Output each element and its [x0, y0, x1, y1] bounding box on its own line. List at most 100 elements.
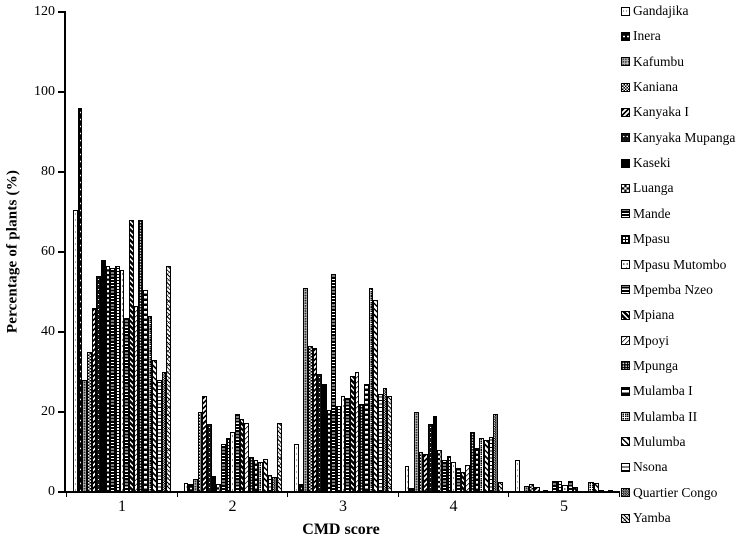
- bar: [336, 406, 341, 492]
- legend-item: Mulamba I: [621, 383, 693, 398]
- bar: [161, 372, 167, 492]
- bar: [479, 438, 484, 492]
- bar: [294, 444, 299, 492]
- bar: [308, 346, 313, 492]
- legend-swatch-sparse-marks: [621, 260, 630, 269]
- bar: [239, 418, 245, 492]
- bar: [272, 476, 277, 492]
- x-tick-label: 1: [118, 498, 126, 515]
- x-tick-mark: [618, 492, 620, 497]
- bar: [523, 486, 529, 492]
- bar: [488, 436, 494, 492]
- bar: [441, 460, 447, 492]
- legend-item: Kanyaka I: [621, 104, 689, 119]
- bar: [567, 480, 573, 492]
- bar: [378, 394, 383, 492]
- x-tick-mark: [287, 492, 289, 497]
- bar: [206, 424, 212, 492]
- legend-label: Yamba: [633, 510, 671, 525]
- x-tick-mark: [508, 492, 510, 497]
- bar: [387, 396, 393, 492]
- bar: [216, 484, 221, 492]
- bar: [593, 483, 599, 492]
- y-tick-label: 20: [41, 404, 55, 419]
- bar: [152, 360, 158, 492]
- bar: [607, 490, 613, 492]
- bar: [542, 490, 549, 492]
- legend-swatch-white-speckle: [621, 6, 630, 16]
- bar-group-cmd-3: [294, 274, 393, 492]
- bar: [82, 380, 88, 492]
- legend-item: Gandajika: [621, 3, 689, 18]
- legend-item: Kanyaka Mupanga: [621, 129, 736, 145]
- bar: [225, 438, 231, 492]
- legend-swatch-black-speckle: [621, 31, 630, 41]
- bar: [528, 484, 535, 492]
- bar: [364, 384, 369, 492]
- legend-swatch-diag-dashes: [621, 437, 630, 447]
- bar: [91, 308, 97, 492]
- bar: [404, 466, 410, 492]
- legend-label: Gandajika: [633, 3, 689, 18]
- bar: [469, 432, 475, 492]
- bar: [368, 288, 374, 492]
- bar: [562, 485, 568, 492]
- legend-item: Inera: [621, 28, 661, 44]
- y-tick-mark: [58, 91, 64, 93]
- bar: [77, 108, 83, 492]
- bar: [534, 487, 540, 492]
- y-tick-label: 80: [41, 164, 55, 179]
- bar: [73, 210, 78, 492]
- x-axis-title: CMD score: [302, 521, 380, 538]
- y-tick-label: 0: [48, 484, 55, 499]
- x-tick-mark: [176, 492, 178, 497]
- bar: [497, 482, 503, 492]
- bar: [423, 454, 428, 492]
- legend-label: Quartier Congo: [633, 484, 718, 500]
- bar: [382, 388, 388, 492]
- legend-label: Mulamba II: [633, 408, 698, 424]
- legend-swatch-half-stripes: [621, 386, 630, 396]
- x-tick-mark: [66, 492, 68, 497]
- x-tick-label: 3: [339, 498, 347, 515]
- bar: [253, 460, 259, 492]
- bar: [317, 374, 323, 492]
- y-tick-mark: [58, 171, 64, 173]
- bar: [340, 396, 346, 492]
- bar: [244, 422, 249, 492]
- legend-item: Mpemba Nzeo: [621, 281, 713, 297]
- legend-item: Mulumba: [621, 434, 686, 449]
- bar: [326, 410, 332, 492]
- bar: [515, 460, 521, 492]
- bar-group-cmd-1: [73, 108, 172, 492]
- plot-area: [66, 11, 618, 492]
- bar: [460, 472, 466, 492]
- bar: [451, 462, 456, 492]
- x-tick-label: 5: [560, 498, 568, 515]
- bar: [166, 266, 172, 492]
- legend-item: Mpunga: [621, 358, 678, 373]
- legend-swatch-thin-diag: [621, 336, 630, 346]
- bar: [413, 412, 419, 492]
- legend-label: Nsona: [633, 459, 668, 475]
- bar: [437, 450, 442, 492]
- bar: [556, 480, 563, 492]
- legend-item: Kaniana: [621, 79, 678, 94]
- bar: [262, 459, 268, 492]
- bar: [96, 276, 102, 492]
- legend-label: Inera: [633, 28, 661, 44]
- legend-item: Mpasu Mutombo: [621, 257, 726, 272]
- bar: [234, 414, 240, 492]
- legend-swatch-diag-speckle: [621, 513, 630, 523]
- legend-swatch-fine-grid-dark: [621, 412, 630, 422]
- legend-label: Mpemba Nzeo: [633, 281, 713, 297]
- bar: [551, 480, 557, 492]
- legend-item: Mpoyi: [621, 333, 669, 348]
- bar: [373, 300, 379, 492]
- legend-swatch-diagonal-bold: [621, 107, 630, 117]
- y-tick-mark: [58, 411, 64, 413]
- bar: [303, 288, 309, 492]
- legend-label: Kanyaka Mupanga: [633, 129, 736, 145]
- bar: [197, 412, 203, 492]
